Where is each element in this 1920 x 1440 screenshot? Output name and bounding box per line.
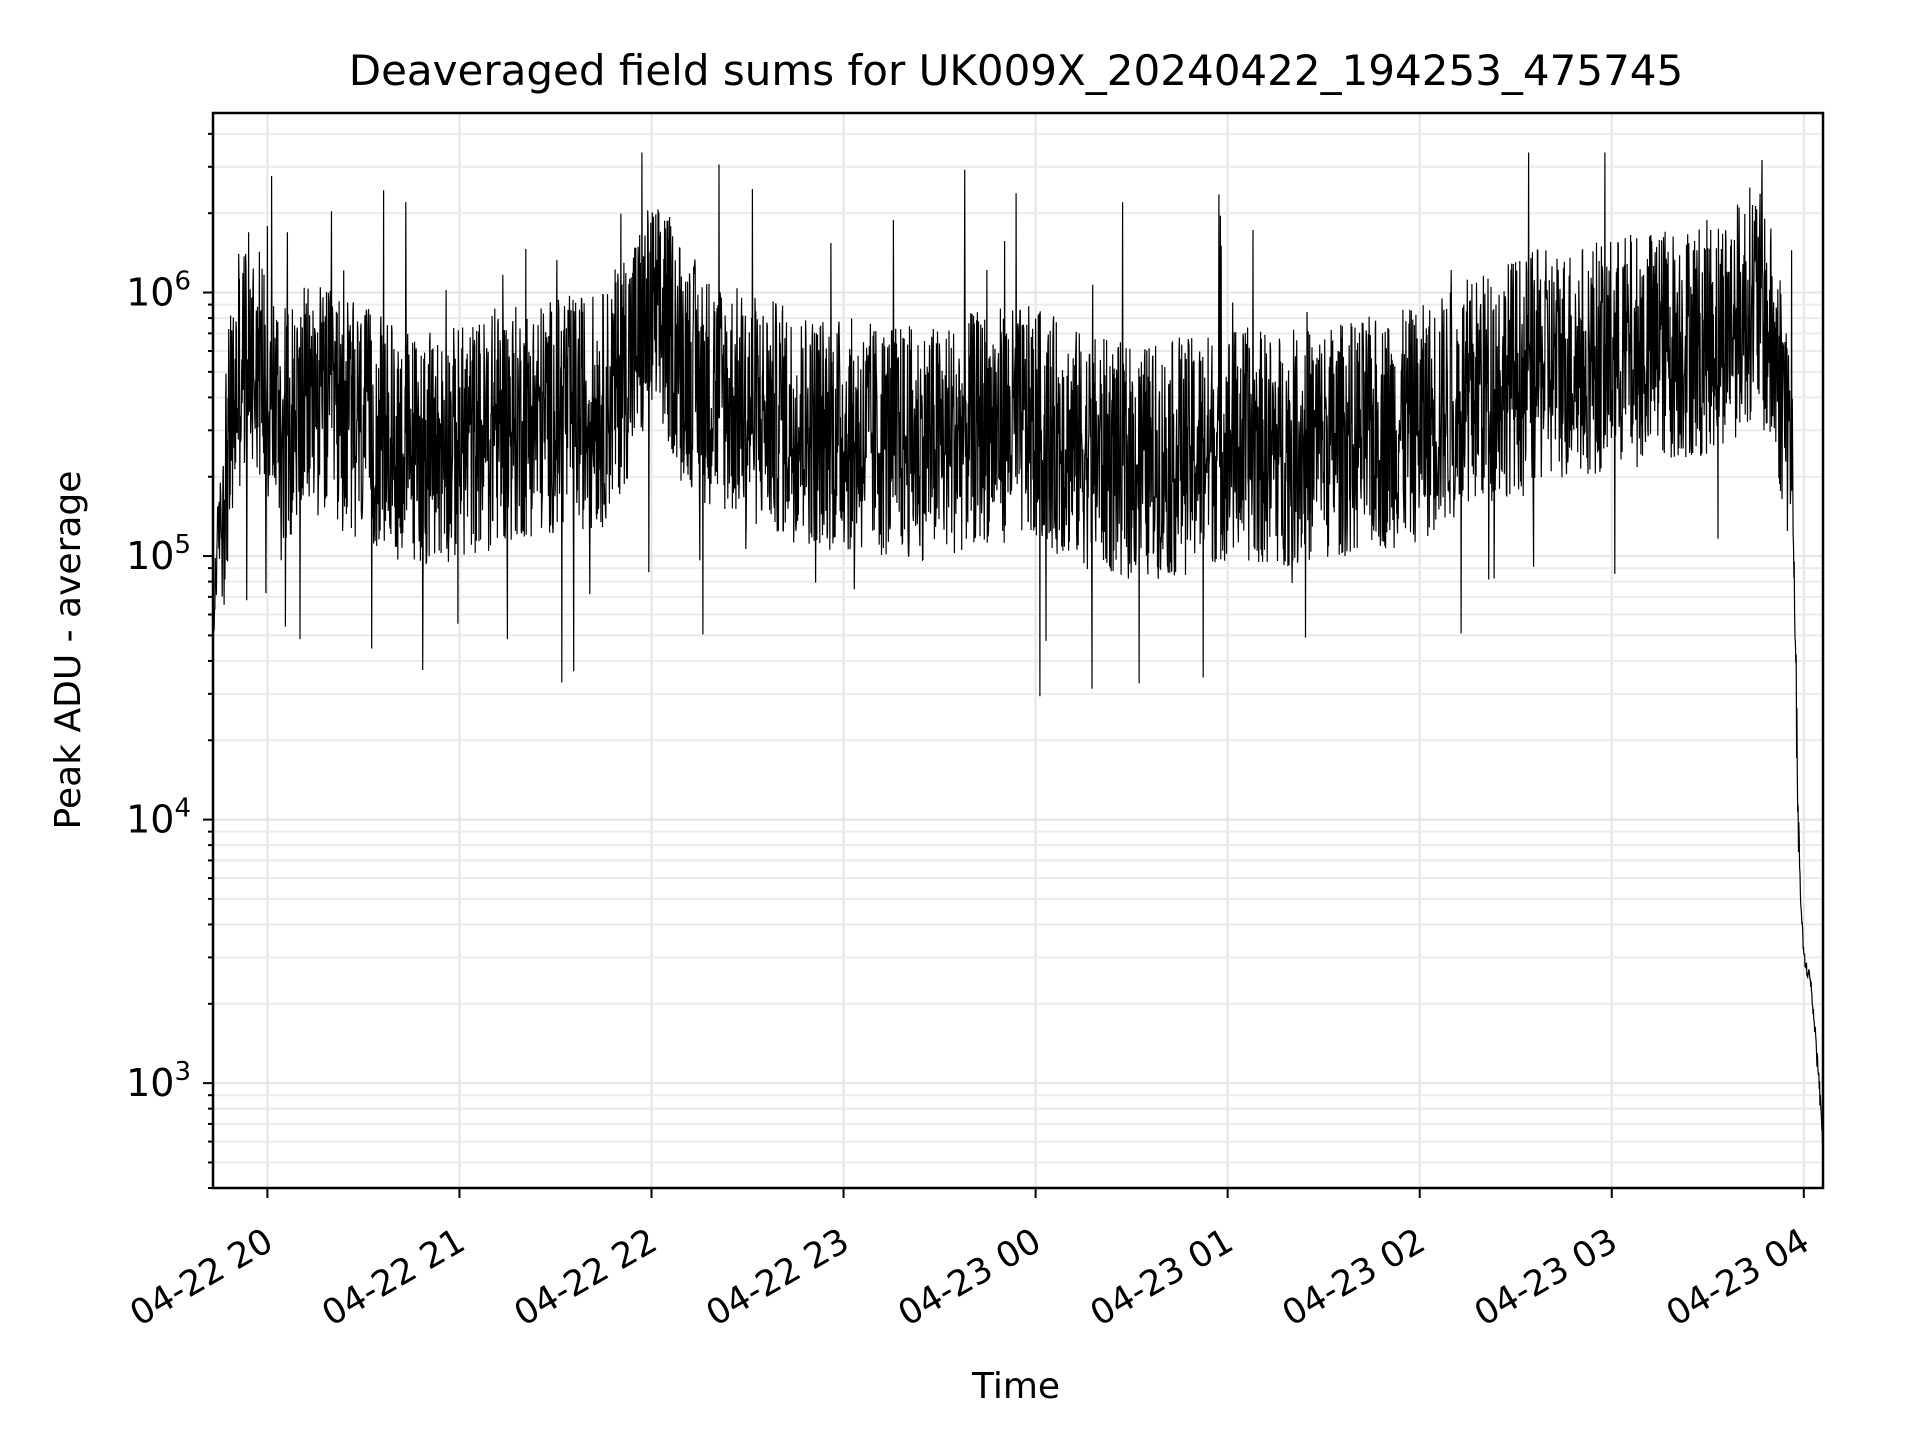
y-tick-label-base: 10 [126, 271, 174, 315]
y-tick-label-base: 10 [126, 798, 174, 842]
y-tick-label: 104 [126, 794, 191, 842]
plot-area-frame [211, 111, 1825, 1190]
y-tick-label-exponent: 4 [174, 794, 191, 824]
series-line [212, 152, 1824, 1146]
y-tick-label: 106 [126, 267, 191, 315]
y-tick-label-base: 10 [126, 534, 174, 578]
y-tick-label: 103 [126, 1057, 191, 1105]
series-layer [212, 152, 1824, 1146]
chart-title: Deaveraged field sums for UK009X_2024042… [349, 46, 1684, 95]
x-axis-label: Time [971, 1366, 1060, 1407]
y-axis-label: Peak ADU - average [48, 471, 89, 830]
y-tick-label-base: 10 [126, 1061, 174, 1105]
y-tick-label-exponent: 6 [174, 267, 191, 297]
y-tick-label: 105 [126, 530, 191, 578]
y-tick-label-exponent: 3 [174, 1057, 191, 1087]
y-tick-label-exponent: 5 [174, 530, 191, 560]
